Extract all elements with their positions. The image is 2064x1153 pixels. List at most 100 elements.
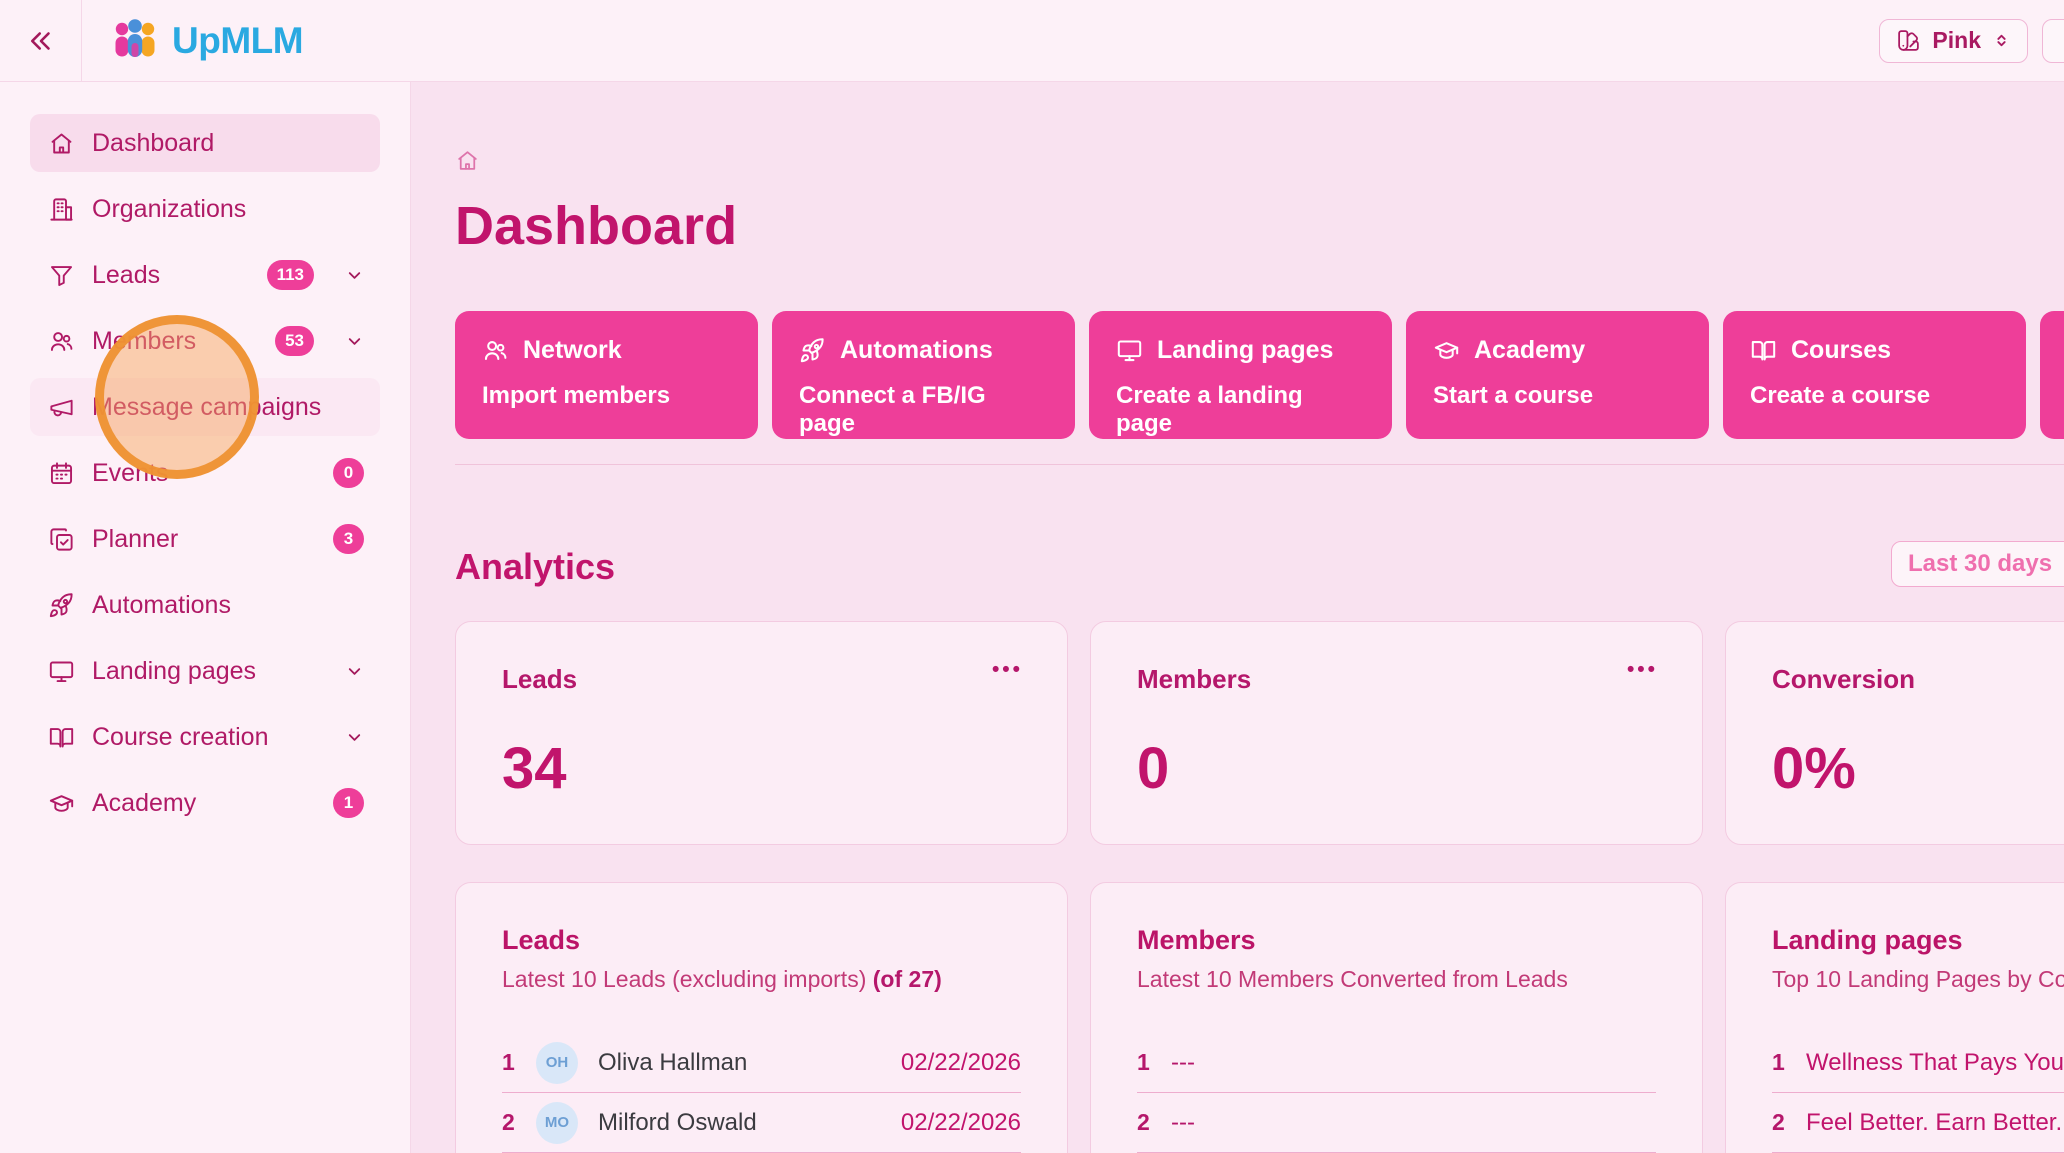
open-book-icon (1750, 337, 1777, 364)
clipboard-check-icon (48, 526, 75, 553)
list-title: Leads (502, 925, 581, 955)
lead-name: Milford Oswald (598, 1108, 757, 1136)
stat-card-members: Members ••• 0 (1090, 621, 1703, 845)
stat-value: 0 (1137, 736, 1170, 801)
theme-name: Pink (1932, 27, 1981, 53)
stat-card-leads: Leads ••• 34 (455, 621, 1068, 845)
clipped-toolbar-button[interactable] (2042, 19, 2064, 63)
sidebar-item-organizations[interactable]: Organizations (30, 180, 380, 238)
quick-action-network[interactable]: Network Import members (455, 311, 758, 439)
leads-count-badge: 113 (266, 260, 314, 290)
list-subtitle: Latest 10 Members Converted from Leads (1137, 966, 1568, 992)
funnel-icon (48, 262, 75, 289)
quick-action-academy[interactable]: Academy Start a course (1406, 311, 1709, 439)
sidebar-item-landing-pages[interactable]: Landing pages (30, 642, 380, 700)
quick-action-automations[interactable]: Automations Connect a FB/IG page (772, 311, 1075, 439)
ellipsis-menu-icon[interactable]: ••• (991, 658, 1023, 681)
chevron-updown-icon (1992, 31, 2011, 50)
sidebar-item-leads[interactable]: Leads 113 (30, 246, 380, 304)
landing-page-name: Wellness That Pays You Back (1806, 1048, 2064, 1076)
ellipsis-menu-icon[interactable]: ••• (1626, 658, 1658, 681)
stat-title: Members (1137, 664, 1252, 694)
theme-selector-button[interactable]: Pink (1879, 18, 2028, 63)
list-card-landing-pages: Landing pages Top 10 Landing Pages by Co… (1725, 882, 2064, 1153)
building-icon (48, 196, 75, 223)
chevron-down-icon[interactable] (345, 266, 364, 285)
lead-row[interactable]: 2 MO Milford Oswald 02/22/2026 (502, 1093, 1021, 1153)
sidebar-item-message-campaigns[interactable]: Message campaigns (30, 378, 380, 436)
quick-action-landing-pages[interactable]: Landing pages Create a landing page (1089, 311, 1392, 439)
academy-count-badge: 1 (333, 788, 364, 818)
planner-count-badge: 3 (333, 524, 364, 554)
monitor-icon (48, 658, 75, 685)
lead-date: 02/22/2026 (900, 1048, 1021, 1076)
list-title: Members (1137, 925, 1256, 955)
chevron-down-icon[interactable] (345, 332, 364, 351)
list-card-leads: Leads Latest 10 Leads (excluding imports… (455, 882, 1068, 1153)
list-subtitle: Latest 10 Leads (excluding imports) (502, 966, 867, 992)
member-row: 1 --- (1137, 1033, 1656, 1093)
brand-logo[interactable]: UpMLM (82, 17, 304, 65)
stat-value: 34 (502, 736, 567, 801)
avatar: OH (536, 1041, 578, 1084)
chevron-down-icon[interactable] (345, 728, 364, 747)
lead-name: Oliva Hallman (598, 1048, 748, 1076)
sidebar-item-course-creation[interactable]: Course creation (30, 708, 380, 766)
sidebar: Dashboard Organizations Leads 113 Member… (0, 82, 411, 1153)
users-icon (482, 337, 509, 364)
sidebar-item-dashboard[interactable]: Dashboard (30, 114, 380, 172)
analytics-heading: Analytics (455, 546, 616, 587)
date-range-label: Last 30 days (1908, 550, 2053, 577)
calendar-icon (48, 460, 75, 487)
list-card-members: Members Latest 10 Members Converted from… (1090, 882, 1703, 1153)
member-row: 2 --- (1137, 1093, 1656, 1153)
chevron-down-icon[interactable] (345, 662, 364, 681)
sidebar-item-events[interactable]: Events 0 (30, 444, 380, 502)
brand-name: UpMLM (172, 19, 304, 61)
stats-row: Leads ••• 34 Members ••• 0 Conversion 0% (455, 621, 2064, 845)
list-subtitle: Top 10 Landing Pages by Conversion (1772, 966, 2064, 992)
member-placeholder: --- (1171, 1048, 1195, 1076)
quick-actions-row: Network Import members Automations Conne… (455, 311, 2064, 439)
lists-row: Leads Latest 10 Leads (excluding imports… (455, 882, 2064, 1153)
stat-value: 0% (1772, 736, 1856, 801)
sidebar-item-members[interactable]: Members 53 (30, 312, 380, 370)
landing-page-name: Feel Better. Earn Better. (1806, 1108, 2063, 1136)
stat-title: Leads (502, 664, 578, 694)
list-subtitle-count: (of 27) (872, 966, 942, 992)
stat-card-conversion: Conversion 0% (1725, 621, 2064, 845)
quick-action-courses[interactable]: Courses Create a course (1723, 311, 2026, 439)
events-count-badge: 0 (333, 458, 364, 488)
stat-title: Conversion (1772, 664, 1916, 694)
monitor-icon (1116, 337, 1143, 364)
graduation-cap-icon (48, 790, 75, 817)
top-bar: UpMLM Pink (0, 0, 2064, 82)
swatch-icon (1896, 28, 1921, 53)
members-count-badge: 53 (275, 326, 314, 356)
date-range-filter[interactable]: Last 30 days 01/2 (1891, 541, 2064, 587)
home-icon (48, 130, 75, 157)
sidebar-item-automations[interactable]: Automations (30, 576, 380, 634)
quick-action-clipped[interactable]: C (2040, 311, 2064, 439)
member-placeholder: --- (1171, 1108, 1195, 1136)
breadcrumb-home-icon[interactable] (455, 148, 480, 173)
landing-page-row[interactable]: 1 Wellness That Pays You Back (1772, 1033, 2064, 1093)
main-content: Dashboard Network Import members Automat… (411, 82, 2064, 1153)
section-divider (455, 464, 2064, 465)
users-icon (48, 328, 75, 355)
lead-date: 02/22/2026 (900, 1108, 1021, 1136)
sidebar-item-academy[interactable]: Academy 1 (30, 774, 380, 832)
graduation-cap-icon (1433, 337, 1460, 364)
open-book-icon (48, 724, 75, 751)
sidebar-collapse-button[interactable] (0, 0, 82, 81)
landing-page-row[interactable]: 2 Feel Better. Earn Better. (1772, 1093, 2064, 1153)
avatar: MO (536, 1101, 578, 1144)
sidebar-item-planner[interactable]: Planner 3 (30, 510, 380, 568)
upmlm-logo-icon (115, 18, 155, 57)
rocket-icon (48, 592, 75, 619)
page-title: Dashboard (455, 196, 738, 256)
list-title: Landing pages (1772, 925, 1963, 955)
megaphone-icon (48, 394, 75, 421)
lead-row[interactable]: 1 OH Oliva Hallman 02/22/2026 (502, 1033, 1021, 1093)
rocket-icon (799, 337, 826, 364)
